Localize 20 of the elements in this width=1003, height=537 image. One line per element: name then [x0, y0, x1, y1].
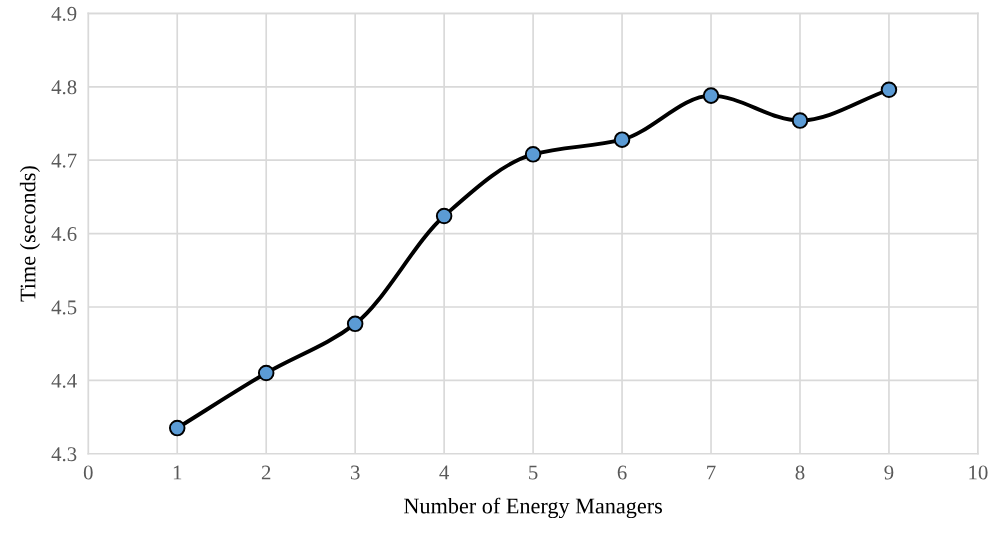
y-tick-label: 4.4 — [51, 373, 77, 388]
x-axis-title: Number of Energy Managers — [404, 497, 662, 519]
x-tick-label: 1 — [173, 465, 182, 480]
x-tick-label: 6 — [617, 465, 627, 480]
x-tick-label: 2 — [261, 465, 271, 480]
y-tick-label: 4.5 — [51, 300, 77, 315]
x-tick-label: 3 — [350, 465, 360, 480]
x-tick-label: 7 — [707, 465, 716, 480]
y-tick-label: 4.7 — [51, 153, 77, 168]
x-tick-label: 10 — [969, 465, 988, 480]
x-tick-label: 9 — [884, 465, 894, 480]
y-axis-title: Time (seconds) — [19, 166, 40, 302]
x-tick-label: 4 — [439, 465, 450, 480]
y-tick-label: 4.3 — [51, 447, 77, 462]
y-tick-label: 4.9 — [51, 6, 77, 21]
x-tick-label: 0 — [83, 465, 93, 480]
x-tick-label: 5 — [529, 465, 538, 480]
x-tick-label: 8 — [795, 465, 805, 480]
y-tick-label: 4.8 — [51, 80, 77, 95]
y-tick-label: 4.6 — [51, 227, 77, 242]
